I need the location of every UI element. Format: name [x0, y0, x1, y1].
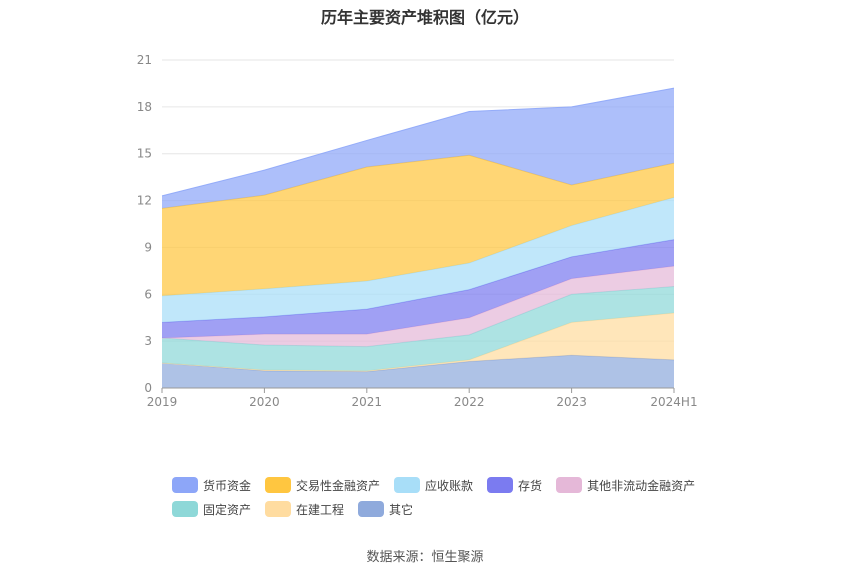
- legend-item[interactable]: 在建工程: [265, 501, 344, 518]
- y-tick-label: 9: [144, 240, 152, 254]
- legend-item[interactable]: 应收账款: [394, 477, 473, 494]
- legend-row: 货币资金 交易性金融资产 应收账款 存货 其他非流动金融资产: [172, 473, 732, 497]
- line-在建工程: [161, 312, 675, 372]
- legend-swatch: [487, 477, 514, 493]
- x-tick-label: 2022: [454, 395, 485, 409]
- legend-label: 其他非流动金融资产: [587, 478, 696, 493]
- y-tick-label: 18: [137, 100, 152, 114]
- legend-item[interactable]: 其它: [358, 501, 413, 518]
- legend-label: 货币资金: [203, 478, 252, 493]
- legend-swatch: [265, 501, 292, 517]
- x-tick-label: 2020: [249, 395, 280, 409]
- legend-swatch: [556, 477, 583, 493]
- area-交易性金融资产: [162, 155, 674, 296]
- line-应收账款: [161, 196, 675, 297]
- legend-item[interactable]: 交易性金融资产: [265, 477, 380, 494]
- chart-legend: 货币资金 交易性金融资产 应收账款 存货 其他非流动金融资产固定资产 在建工程 其它: [172, 473, 732, 521]
- legend-item[interactable]: 货币资金: [172, 477, 251, 494]
- y-tick-label: 3: [144, 334, 152, 348]
- x-tick-label: 2024H1: [650, 395, 697, 409]
- legend-label: 交易性金融资产: [296, 478, 381, 493]
- legend-row: 固定资产 在建工程 其它: [172, 497, 732, 521]
- legend-label: 存货: [518, 478, 543, 493]
- legend-item[interactable]: 存货: [487, 477, 542, 494]
- legend-label: 其它: [389, 502, 414, 517]
- legend-label: 在建工程: [296, 502, 345, 517]
- legend-swatch: [265, 477, 292, 493]
- legend-item[interactable]: 其他非流动金融资产: [556, 477, 695, 494]
- y-tick-label: 6: [144, 287, 152, 301]
- legend-label: 固定资产: [203, 502, 252, 517]
- x-tick-label: 2019: [147, 395, 178, 409]
- x-tick-label: 2023: [556, 395, 587, 409]
- area-在建工程: [162, 313, 674, 372]
- area-其它: [162, 355, 674, 388]
- line-货币资金: [161, 87, 675, 197]
- line-其它: [161, 354, 675, 373]
- area-固定资产: [162, 286, 674, 371]
- y-tick-label: 15: [137, 147, 152, 161]
- legend-swatch: [172, 477, 198, 493]
- legend-swatch: [358, 501, 385, 517]
- y-tick-label: 12: [137, 194, 152, 208]
- x-tick-label: 2021: [352, 395, 383, 409]
- area-其他非流动金融资产: [162, 266, 674, 347]
- legend-label: 应收账款: [425, 478, 474, 493]
- legend-swatch: [172, 501, 198, 517]
- line-固定资产: [161, 285, 675, 348]
- legend-swatch: [394, 477, 421, 493]
- y-tick-label: 0: [144, 381, 152, 395]
- legend-item[interactable]: 固定资产: [172, 501, 251, 518]
- y-tick-label: 21: [137, 53, 152, 67]
- area-应收账款: [162, 197, 674, 323]
- area-货币资金: [162, 88, 674, 209]
- chart-title: 历年主要资产堆积图（亿元）: [320, 8, 529, 27]
- area-存货: [162, 239, 674, 339]
- data-source-note: 数据来源：恒生聚源: [366, 550, 484, 565]
